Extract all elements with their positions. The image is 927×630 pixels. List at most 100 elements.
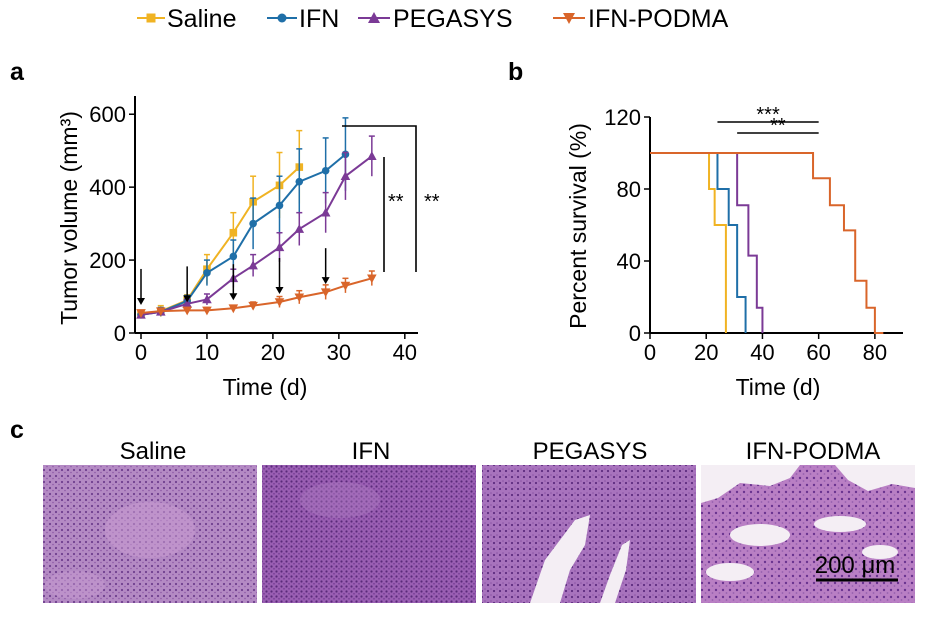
treatment-arrow-head	[137, 297, 145, 305]
data-point-a-ifn-podma	[367, 274, 377, 284]
legend-label-saline: Saline	[167, 5, 237, 33]
y-tick-label-b: 80	[617, 177, 641, 202]
x-tick-label-a: 30	[327, 340, 351, 365]
data-point-a-ifn	[275, 201, 284, 210]
legend-label-pegasys: PEGASYS	[393, 5, 513, 33]
data-point-a-ifn-podma	[320, 288, 331, 298]
x-tick-label-b: 40	[750, 340, 774, 365]
data-point-a-pegasys	[202, 294, 212, 304]
sig-label-b: ***	[756, 104, 780, 126]
data-point-a-pegasys	[274, 242, 285, 252]
data-point-a-pegasys	[320, 207, 331, 217]
legend-label-ifn-podma: IFN-PODMA	[588, 5, 729, 33]
series-a-pegasys	[136, 135, 377, 319]
data-point-a-ifn-podma	[136, 309, 146, 318]
significance-a: ** **	[342, 125, 440, 272]
panel-label-a: a	[10, 58, 25, 86]
survival-line-pegasys	[650, 152, 764, 333]
sig-label-a-2: **	[424, 191, 440, 213]
survival-line-ifn	[650, 152, 747, 333]
data-point-a-ifn-podma	[155, 307, 166, 317]
data-point-a-ifn-podma	[228, 304, 239, 314]
sig-label-b: **	[770, 115, 786, 137]
y-axis-title-b: Percent survival (%)	[565, 123, 591, 329]
data-point-a-pegasys	[248, 260, 258, 270]
data-point-a-ifn	[249, 219, 257, 228]
series-line-a-pegasys	[140, 155, 373, 316]
histology-image-ifn-podma	[701, 465, 915, 603]
y-axis-title-a: Tumor volume (mm³)	[56, 111, 82, 325]
scale-bar: 200 μm	[815, 552, 898, 582]
histology-title-ifn: IFN	[352, 438, 391, 465]
histology-image-ifn	[262, 465, 476, 603]
treatment-arrow-head	[321, 277, 330, 285]
legend-marker-ifn-podma	[563, 13, 575, 24]
legend-item-saline: Saline	[137, 5, 237, 33]
data-point-a-pegasys	[367, 151, 377, 160]
data-point-a-ifn-podma	[340, 281, 351, 291]
data-point-a-ifn	[203, 269, 211, 277]
legend-item-pegasys: PEGASYS	[358, 5, 513, 33]
series-a	[136, 117, 377, 319]
y-tick-label-b: 120	[604, 105, 641, 130]
series-line-a-saline	[140, 166, 300, 316]
data-point-a-ifn-podma	[274, 298, 285, 308]
data-point-a-pegasys	[294, 224, 305, 233]
y-tick-label-b: 40	[617, 249, 641, 274]
x-axis-title-b: Time (d)	[736, 374, 821, 400]
data-point-a-ifn-podma	[294, 293, 305, 303]
histology-panels: Saline IFN PEGASYS IFN-PODMA 2	[43, 438, 915, 603]
x-tick-label-a: 0	[135, 340, 147, 365]
x-axis-title-a: Time (d)	[223, 374, 308, 400]
data-point-a-pegasys	[182, 298, 192, 308]
series-a-ifn-podma	[136, 270, 377, 318]
x-tick-label-b: 20	[694, 340, 718, 365]
data-point-a-ifn	[295, 177, 304, 186]
y-tick-label-b: 0	[629, 321, 641, 346]
legend: Saline IFN PEGASYS IFN-PODMA	[137, 5, 729, 33]
legend-marker-saline	[146, 13, 156, 23]
sig-bracket-ifn-podma	[342, 125, 417, 272]
legend-label-ifn: IFN	[299, 5, 339, 33]
data-point-a-ifn	[321, 166, 330, 175]
legend-item-ifn-podma: IFN-PODMA	[553, 5, 729, 33]
x-tick-label-b: 80	[863, 340, 887, 365]
series-line-a-ifn	[140, 153, 347, 316]
legend-marker-pegasys	[368, 12, 380, 23]
treatment-arrow-head	[229, 293, 238, 301]
legend-item-ifn: IFN	[267, 5, 339, 33]
histology-title-saline: Saline	[120, 438, 187, 465]
legend-marker-ifn	[277, 13, 287, 23]
data-point-a-ifn	[229, 252, 238, 261]
survival-line-ifn-podma	[650, 152, 884, 334]
data-point-a-pegasys	[340, 171, 351, 181]
x-tick-label-a: 40	[393, 340, 417, 365]
scale-bar-label: 200 μm	[815, 552, 896, 579]
x-tick-label-a: 20	[261, 340, 285, 365]
x-tick-label-b: 0	[644, 340, 656, 365]
data-point-a-ifn-podma	[202, 306, 212, 316]
data-point-a-ifn-podma	[182, 306, 192, 316]
series-b	[650, 152, 884, 334]
histology-title-ifn-podma: IFN-PODMA	[746, 438, 881, 465]
y-tick-label-a: 0	[114, 321, 126, 346]
data-point-a-saline	[229, 228, 238, 237]
treatment-arrow-head	[275, 287, 284, 295]
sig-label-a-1: **	[388, 191, 404, 213]
histology-image-pegasys	[482, 465, 696, 603]
panel-label-b: b	[508, 58, 523, 86]
data-point-a-ifn-podma	[248, 301, 258, 311]
x-tick-label-b: 60	[806, 340, 830, 365]
y-tick-label-a: 400	[89, 175, 126, 200]
significance-b: *****	[717, 104, 819, 137]
histology-image-saline	[43, 465, 257, 603]
panel-label-c: c	[10, 416, 24, 444]
y-tick-label-a: 600	[89, 102, 126, 127]
treatment-arrows	[137, 248, 330, 305]
ticks-b: 0 20 40 60 80 0 40 80 120	[604, 105, 887, 365]
survival-chart: 0 20 40 60 80 0 40 80 120 ***** Time (d) Percent…	[565, 104, 903, 400]
x-tick-label-a: 10	[195, 340, 219, 365]
